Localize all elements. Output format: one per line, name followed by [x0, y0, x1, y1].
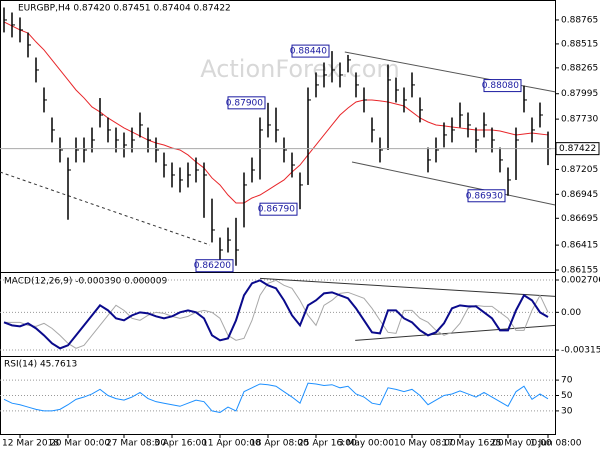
trend-line	[351, 161, 556, 206]
y-tick-label: 0.86945	[561, 190, 598, 200]
annotation-box	[483, 79, 522, 93]
x-tick-label: 20 Mar 00:00	[50, 439, 110, 449]
x-tick-label: 25 Apr 16:00	[298, 439, 357, 449]
annotation-box	[195, 259, 234, 273]
trend-line	[259, 277, 556, 297]
macd-title: MACD(12,26,9) -0.000390 0.000009	[4, 277, 167, 287]
y-tick-label: 0.00	[561, 308, 581, 318]
annotation-box	[227, 96, 266, 110]
last-price-label: 0.87422	[559, 144, 596, 154]
y-tick-label: 0.86695	[561, 214, 598, 224]
y-tick-label: 0.87995	[561, 89, 598, 99]
y-tick-label: 0.88765	[561, 15, 598, 25]
x-tick-label: 11 Apr 00:00	[202, 439, 261, 449]
indicator-line	[3, 382, 549, 413]
x-tick-label: 3 May 00:00	[338, 439, 394, 449]
x-tick-label: 12 Mar 2018	[2, 439, 59, 449]
y-tick-label: 0.88515	[561, 39, 598, 49]
annotation-label: 0.88440	[290, 47, 327, 57]
x-tick-label: 17 May 16:00	[442, 439, 504, 449]
y-tick-label: 0.87205	[561, 165, 598, 175]
y-tick-label: -0.003155	[561, 346, 600, 356]
rsi-title: RSI(14) 45.7613	[4, 360, 77, 370]
moving-average	[3, 21, 549, 204]
trend-line	[0, 171, 211, 246]
last-price-box	[555, 142, 600, 156]
x-tick-label: 25 May 00:00	[490, 439, 552, 449]
watermark: ActionForex.com	[200, 55, 400, 83]
x-tick-label: 27 Mar 08:00	[106, 439, 166, 449]
x-tick-label: 3 Apr 16:00	[154, 439, 207, 449]
x-tick-label: 1 Jun 08:00	[530, 439, 582, 449]
annotation-box	[291, 44, 330, 58]
y-tick-label: 50	[561, 391, 573, 401]
chart-title: EURGBP,H4 0.87420 0.87451 0.87404 0.8742…	[18, 4, 231, 14]
x-tick-label: 10 May 08:00	[394, 439, 456, 449]
y-tick-label: 0.86415	[561, 241, 598, 251]
y-tick-label: 0.002706	[561, 276, 600, 286]
frame	[0, 0, 556, 435]
annotation-label: 0.87900	[226, 98, 263, 108]
y-tick-label: 0.86155	[561, 266, 598, 276]
trend-line	[355, 324, 556, 341]
annotation-label: 0.86200	[194, 261, 231, 271]
y-tick-label: 0.87730	[561, 115, 598, 125]
annotation-label: 0.86790	[258, 205, 295, 215]
indicator-line	[3, 279, 549, 350]
indicator-line	[4, 279, 549, 349]
y-tick-label: 30	[561, 406, 573, 416]
annotation-box	[467, 189, 506, 203]
y-tick-label: 0.88265	[561, 63, 598, 73]
annotation-box	[259, 202, 298, 216]
x-tick-label: 18 Apr 08:00	[250, 439, 309, 449]
annotation-label: 0.88080	[482, 81, 519, 91]
y-tick-label: 70	[561, 376, 573, 386]
annotation-label: 0.86930	[466, 191, 503, 201]
